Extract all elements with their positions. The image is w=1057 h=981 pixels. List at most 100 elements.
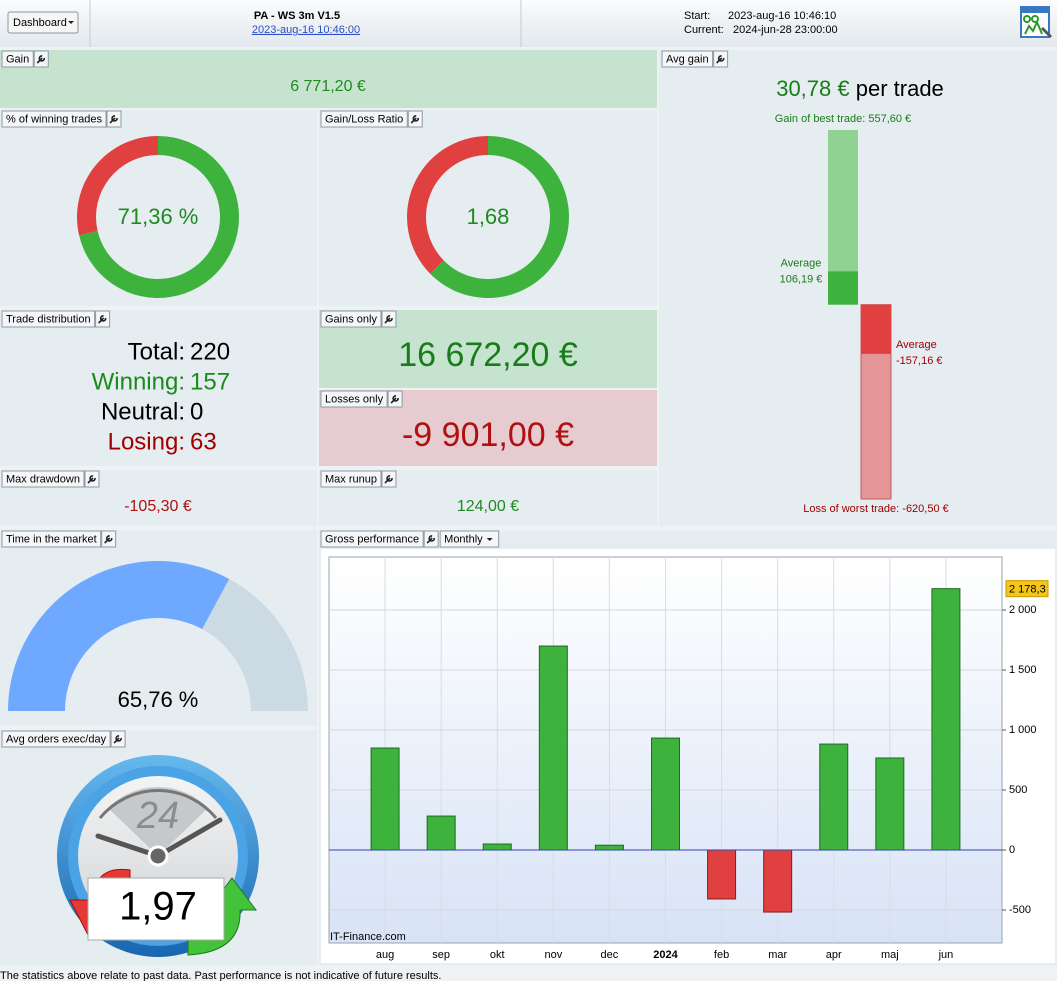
distribution-label: Winning:	[92, 368, 185, 395]
x-tick-label: nov	[544, 949, 562, 961]
orders-value: 1,97	[119, 885, 197, 929]
clock-number: 24	[136, 795, 179, 837]
distribution-label: Losing:	[108, 428, 185, 455]
caption-text: Loss of worst trade:	[803, 503, 899, 515]
header-link[interactable]: 2023-aug-16 10:46:00	[252, 24, 360, 36]
donut-loss	[406, 136, 488, 274]
menu-label[interactable]: Dashboard	[13, 17, 67, 29]
current-value: 2024-jun-28 23:00:00	[733, 24, 838, 36]
bar	[931, 588, 961, 851]
tab-label: % of winning trades	[6, 113, 102, 125]
settings-icon[interactable]	[1020, 6, 1053, 39]
tab-box	[1, 310, 96, 328]
clock-center	[147, 845, 169, 867]
clock-arc	[98, 789, 218, 819]
start-label: Start:	[684, 10, 710, 22]
avg-value: -157,16 €	[896, 355, 942, 367]
tab-box	[320, 470, 382, 488]
menu-button[interactable]	[7, 11, 79, 34]
wrench-icon	[104, 535, 113, 544]
y-tick-label: 0	[1009, 844, 1015, 856]
avg-loss-bar	[861, 304, 891, 354]
wrench-icon	[87, 475, 96, 484]
caption-value: 557,60 €	[868, 113, 911, 125]
clock-icon: 241,97	[57, 755, 259, 957]
distribution-value: 0	[190, 398, 203, 425]
bar	[763, 849, 793, 913]
avg-gain-unit: per trade	[856, 76, 944, 101]
x-tick-label: sep	[432, 949, 450, 961]
wrench-icon	[716, 55, 725, 64]
x-tick-label: aug	[376, 949, 394, 961]
x-tick-label: 2024	[653, 949, 678, 961]
bar	[875, 757, 905, 851]
x-tick-label: maj	[881, 949, 899, 961]
gauge-rest	[202, 579, 308, 711]
x-tick-label: jun	[938, 949, 954, 961]
last-value-box	[1005, 580, 1049, 598]
donut-win	[430, 136, 569, 298]
panel-tab: % of winning trades	[1, 110, 122, 128]
panel-tab: Gain/Loss Ratio	[320, 110, 423, 128]
avg-win-bar	[828, 271, 858, 305]
tab-label: Monthly	[444, 533, 483, 545]
panel-tab: Trade distribution	[1, 310, 111, 328]
dropdown-arrow	[486, 538, 493, 541]
tab-label: Gross performance	[325, 533, 419, 545]
y-tick-label: 500	[1009, 784, 1027, 796]
tab-box	[661, 50, 714, 68]
distribution-label: Neutral:	[101, 398, 185, 425]
y-tick-label: 2 000	[1009, 604, 1037, 616]
tab-box[interactable]	[439, 530, 500, 548]
x-tick-label: dec	[601, 949, 619, 961]
x-tick-label: apr	[826, 949, 842, 961]
distribution-value: 63	[190, 428, 217, 455]
tab-box	[1, 530, 102, 548]
tab-box	[1, 730, 111, 748]
y-tick-label: 1 000	[1009, 724, 1037, 736]
panel-tab: Time in the market	[1, 530, 117, 548]
bar-caption: Gain of best trade: 557,60 €	[775, 113, 911, 125]
panel-tab: Avg orders exec/day	[1, 730, 126, 748]
clock-sector	[108, 786, 208, 856]
y-tick-label: -500	[1009, 904, 1031, 916]
tab-label: Avg gain	[666, 53, 709, 65]
avg-caption: Average	[781, 257, 822, 269]
bar	[651, 737, 680, 851]
distribution-value: 220	[190, 338, 230, 365]
bar	[370, 747, 400, 851]
header-title: PA - WS 3m V1.5	[254, 10, 340, 22]
current-label: Current:	[684, 24, 724, 36]
distribution-label: Total:	[128, 338, 185, 365]
bar	[482, 843, 512, 851]
wrench-icon	[98, 315, 107, 324]
x-tick-label: feb	[714, 949, 729, 961]
wrench-icon	[384, 475, 393, 484]
bar	[538, 645, 568, 851]
header-bar	[0, 0, 1057, 47]
y-tick-label: 1 500	[1009, 664, 1037, 676]
tab-box	[320, 530, 424, 548]
avg-gain-value: 30,78 €	[776, 76, 849, 101]
caption-value: -620,50 €	[902, 503, 948, 515]
tab-box	[1, 110, 107, 128]
value-box	[87, 877, 225, 941]
tab-label: Gain	[6, 53, 29, 65]
avg-caption: Average	[896, 339, 937, 351]
last-value-label: 2 178,3	[1009, 584, 1046, 596]
tab-label: Gains only	[325, 313, 377, 325]
panel-tab: Gains only	[320, 310, 397, 328]
avg-gain-headline: 30,78 € per trade	[776, 76, 944, 101]
donut-label: 71,36 %	[118, 204, 199, 229]
wrench-icon	[410, 115, 420, 124]
bar	[426, 815, 456, 851]
panel-tab: Gain	[1, 50, 49, 68]
start-value: 2023-aug-16 10:46:10	[728, 10, 836, 22]
tab-box	[320, 110, 408, 128]
x-tick-label: okt	[490, 949, 505, 961]
wrench-icon	[113, 735, 122, 744]
wrench-icon	[36, 55, 46, 64]
clock-hand	[95, 833, 161, 859]
